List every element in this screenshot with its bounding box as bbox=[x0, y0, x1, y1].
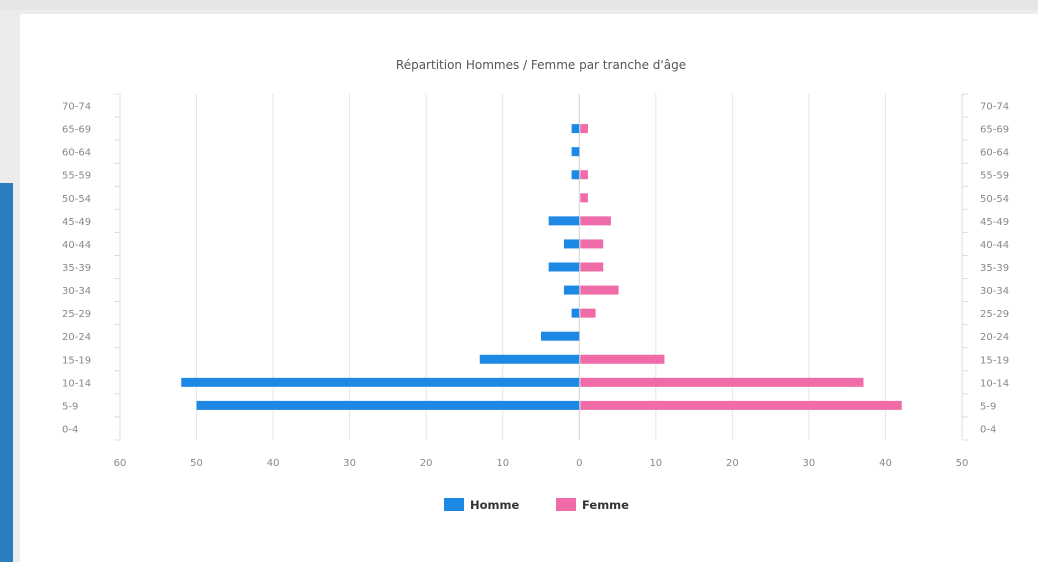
y-tick-label-left: 50-54 bbox=[62, 194, 91, 205]
bar-femme-25-29[interactable] bbox=[580, 308, 596, 318]
bar-femme-55-59[interactable] bbox=[580, 170, 588, 180]
x-tick-label: 50 bbox=[956, 458, 969, 469]
top-strip bbox=[0, 0, 1038, 10]
y-tick-label-left: 15-19 bbox=[62, 355, 91, 366]
x-tick-label: 20 bbox=[726, 458, 739, 469]
y-tick-labels-right: 0-4 5-9 10-14 15-19 20-24 25-29 30-34 35-39 40-4… bbox=[980, 102, 1009, 436]
y-tick-label-left: 10-14 bbox=[62, 378, 91, 389]
bar-femme-5-9[interactable] bbox=[580, 400, 902, 410]
bar-femme-40-44[interactable] bbox=[580, 239, 604, 249]
bar-homme-15-19[interactable] bbox=[479, 354, 580, 364]
y-tick-label-right: 45-49 bbox=[980, 217, 1009, 228]
x-tick-label: 50 bbox=[190, 458, 203, 469]
y-tick-label-right: 55-59 bbox=[980, 171, 1009, 182]
y-tick-label-right: 65-69 bbox=[980, 125, 1009, 136]
y-tick-label-left: 25-29 bbox=[62, 309, 91, 320]
grid-lines bbox=[119, 94, 963, 440]
bar-homme-55-59[interactable] bbox=[571, 170, 580, 180]
y-tick-label-right: 10-14 bbox=[980, 378, 1009, 389]
bar-homme-35-39[interactable] bbox=[548, 262, 580, 272]
y-tick-label-right: 35-39 bbox=[980, 263, 1009, 274]
bar-homme-25-29[interactable] bbox=[571, 308, 580, 318]
y-tick-label-right: 60-64 bbox=[980, 148, 1009, 159]
legend-swatch bbox=[444, 498, 464, 511]
bar-homme-5-9[interactable] bbox=[196, 400, 580, 410]
y-tick-label-left: 40-44 bbox=[62, 240, 91, 251]
y-tick-label-left: 35-39 bbox=[62, 263, 91, 274]
chart-panel bbox=[20, 14, 1038, 562]
y-tick-label-left: 60-64 bbox=[62, 148, 91, 159]
x-tick-label: 30 bbox=[343, 458, 356, 469]
bar-femme-65-69[interactable] bbox=[580, 124, 588, 134]
x-tick-label: 40 bbox=[879, 458, 892, 469]
bar-homme-40-44[interactable] bbox=[563, 239, 580, 249]
x-tick-label: 10 bbox=[496, 458, 509, 469]
bar-femme-50-54[interactable] bbox=[580, 193, 588, 203]
y-tick-label-right: 30-34 bbox=[980, 286, 1009, 297]
y-tick-label-left: 65-69 bbox=[62, 125, 91, 136]
legend-item-femme[interactable]: Femme bbox=[556, 498, 629, 512]
x-tick-label: 30 bbox=[803, 458, 816, 469]
bar-femme-35-39[interactable] bbox=[580, 262, 604, 272]
y-tick-label-left: 5-9 bbox=[62, 401, 78, 412]
axes bbox=[114, 93, 968, 441]
y-tick-label-left: 30-34 bbox=[62, 286, 91, 297]
bar-homme-20-24[interactable] bbox=[541, 331, 580, 341]
chart-title: Répartition Hommes / Femme par tranche d… bbox=[396, 58, 686, 72]
y-tick-label-left: 55-59 bbox=[62, 171, 91, 182]
bars bbox=[181, 124, 902, 410]
legend-label: Homme bbox=[470, 498, 519, 512]
bar-femme-10-14[interactable] bbox=[580, 377, 864, 387]
bar-femme-15-19[interactable] bbox=[580, 354, 665, 364]
x-tick-label: 10 bbox=[649, 458, 662, 469]
x-tick-label: 0 bbox=[576, 458, 582, 469]
y-tick-label-left: 0-4 bbox=[62, 424, 78, 435]
bar-homme-60-64[interactable] bbox=[571, 147, 580, 157]
y-tick-label-right: 50-54 bbox=[980, 194, 1009, 205]
y-tick-label-right: 25-29 bbox=[980, 309, 1009, 320]
bar-homme-30-34[interactable] bbox=[563, 285, 580, 295]
bar-femme-30-34[interactable] bbox=[580, 285, 619, 295]
y-tick-label-right: 20-24 bbox=[980, 332, 1009, 343]
y-tick-label-right: 0-4 bbox=[980, 424, 996, 435]
bar-femme-45-49[interactable] bbox=[580, 216, 611, 226]
y-tick-label-right: 40-44 bbox=[980, 240, 1009, 251]
legend: Homme Femme bbox=[444, 498, 629, 512]
bar-homme-45-49[interactable] bbox=[548, 216, 580, 226]
x-tick-label: 20 bbox=[420, 458, 433, 469]
y-tick-label-right: 15-19 bbox=[980, 355, 1009, 366]
y-tick-labels-left: 0-4 5-9 10-14 15-19 20-24 25-29 30-34 35-39 40-4… bbox=[62, 102, 91, 436]
y-tick-label-left: 70-74 bbox=[62, 102, 91, 113]
legend-swatch bbox=[556, 498, 576, 511]
left-sidebar-edge bbox=[0, 183, 13, 562]
x-tick-label: 60 bbox=[114, 458, 127, 469]
bar-homme-65-69[interactable] bbox=[571, 124, 580, 134]
y-tick-label-left: 45-49 bbox=[62, 217, 91, 228]
x-tick-label: 40 bbox=[267, 458, 280, 469]
y-tick-label-left: 20-24 bbox=[62, 332, 91, 343]
legend-item-homme[interactable]: Homme bbox=[444, 498, 519, 512]
x-tick-labels: 60 50 40 30 20 10 0 10 20 30 40 50 bbox=[114, 458, 969, 469]
y-tick-label-right: 5-9 bbox=[980, 401, 996, 412]
legend-label: Femme bbox=[582, 498, 629, 512]
y-tick-label-right: 70-74 bbox=[980, 102, 1009, 113]
bar-homme-10-14[interactable] bbox=[181, 377, 580, 387]
